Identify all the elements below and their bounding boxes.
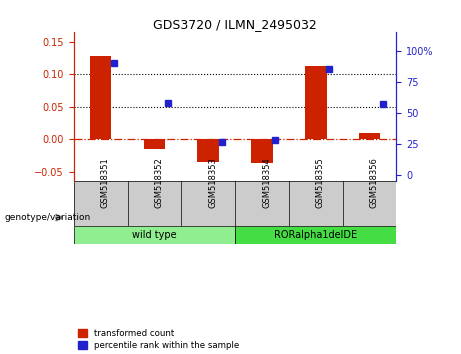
Text: GSM518355: GSM518355 <box>316 158 325 208</box>
Bar <box>74 226 235 244</box>
Bar <box>235 226 396 244</box>
Text: RORalpha1delDE: RORalpha1delDE <box>274 230 357 240</box>
Text: GSM518352: GSM518352 <box>154 158 164 208</box>
Bar <box>144 139 165 149</box>
Text: wild type: wild type <box>132 230 177 240</box>
Bar <box>359 133 380 139</box>
Bar <box>305 66 326 139</box>
Bar <box>197 139 219 162</box>
Text: GSM518354: GSM518354 <box>262 158 271 208</box>
Text: GSM518353: GSM518353 <box>208 157 217 208</box>
Bar <box>90 56 112 139</box>
Text: genotype/variation: genotype/variation <box>5 213 91 222</box>
Title: GDS3720 / ILMN_2495032: GDS3720 / ILMN_2495032 <box>153 18 317 31</box>
Text: GSM518351: GSM518351 <box>100 158 110 208</box>
Legend: transformed count, percentile rank within the sample: transformed count, percentile rank withi… <box>78 329 239 350</box>
Text: GSM518356: GSM518356 <box>370 157 378 208</box>
Bar <box>251 139 273 162</box>
